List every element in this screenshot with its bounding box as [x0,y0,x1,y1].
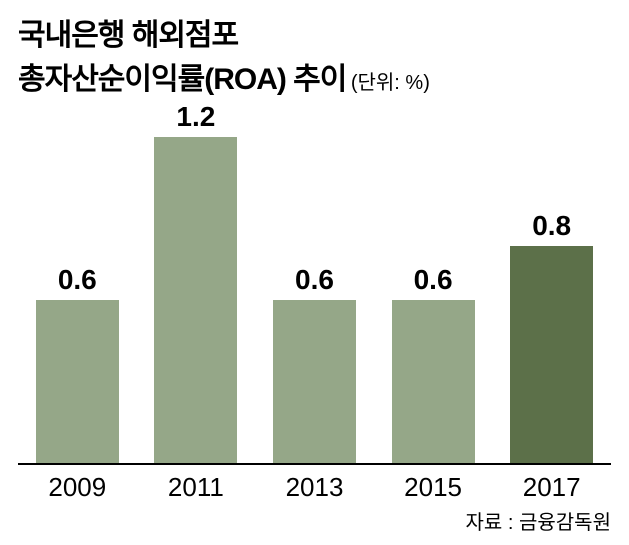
bar-slot: 1.2 [137,110,256,463]
bar-chart: 0.61.20.60.60.8 [18,110,611,465]
bar-slot: 0.6 [255,110,374,463]
bar-value-label: 0.6 [255,264,374,296]
title-line-2: 총자산순이익률(ROA) 추이 [18,63,346,96]
x-axis-label: 2011 [137,472,256,503]
x-axis-label: 2013 [255,472,374,503]
bar-value-label: 0.6 [18,264,137,296]
x-axis-labels: 20092011201320152017 [18,472,611,503]
title-unit: (단위: %) [351,72,430,94]
bar [36,300,119,463]
chart-source: 자료 : 금융감독원 [466,506,611,535]
bar-value-label: 1.2 [137,101,256,133]
bar-slot: 0.6 [18,110,137,463]
bars-container: 0.61.20.60.60.8 [18,110,611,465]
x-axis-label: 2015 [374,472,493,503]
bar [510,246,593,463]
bar-value-label: 0.6 [374,264,493,296]
title-line-2-wrap: 총자산순이익률(ROA) 추이 (단위: %) [18,54,430,98]
bar-slot: 0.6 [374,110,493,463]
bar-value-label: 0.8 [492,210,611,242]
x-axis-label: 2009 [18,472,137,503]
chart-title-block: 국내은행 해외점포 총자산순이익률(ROA) 추이 (단위: %) [18,10,430,98]
bar [392,300,475,463]
bar [154,137,237,463]
title-line-1: 국내은행 해외점포 [18,10,430,54]
x-axis-label: 2017 [492,472,611,503]
bar [273,300,356,463]
bar-slot: 0.8 [492,110,611,463]
